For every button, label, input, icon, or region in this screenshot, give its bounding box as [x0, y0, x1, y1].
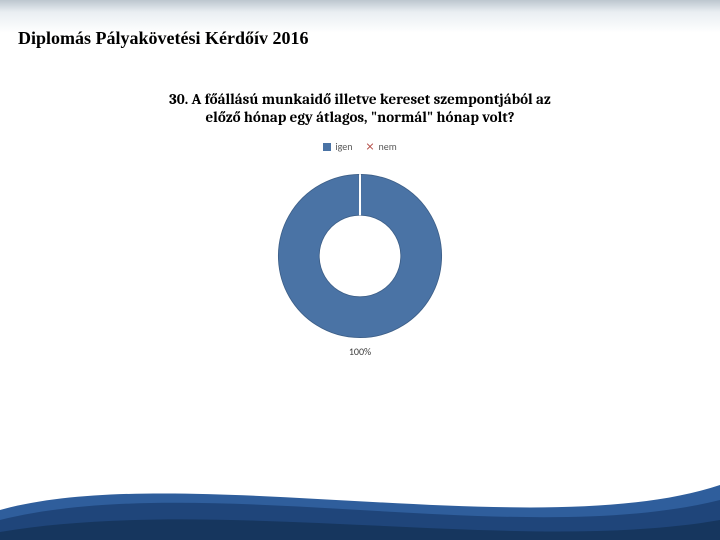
chart-title: 30. A főállású munkaidő illetve kereset … [160, 90, 560, 126]
page-title: Diplomás Pályakövetési Kérdőív 2016 [18, 28, 309, 49]
legend-label: igen [335, 140, 352, 153]
legend-item-igen: igen [323, 140, 352, 153]
chart-area: 30. A főállású munkaidő illetve kereset … [0, 90, 720, 341]
slide: Diplomás Pályakövetési Kérdőív 2016 30. … [0, 0, 720, 540]
donut-chart: 100% [275, 171, 445, 341]
square-icon [323, 143, 331, 151]
legend-item-nem: nem [366, 140, 396, 153]
cross-icon [366, 143, 374, 151]
bottom-curve-deco [0, 450, 720, 540]
donut-center-label: 100% [275, 345, 445, 358]
legend-label: nem [378, 140, 396, 153]
legend: igen nem [0, 140, 720, 153]
